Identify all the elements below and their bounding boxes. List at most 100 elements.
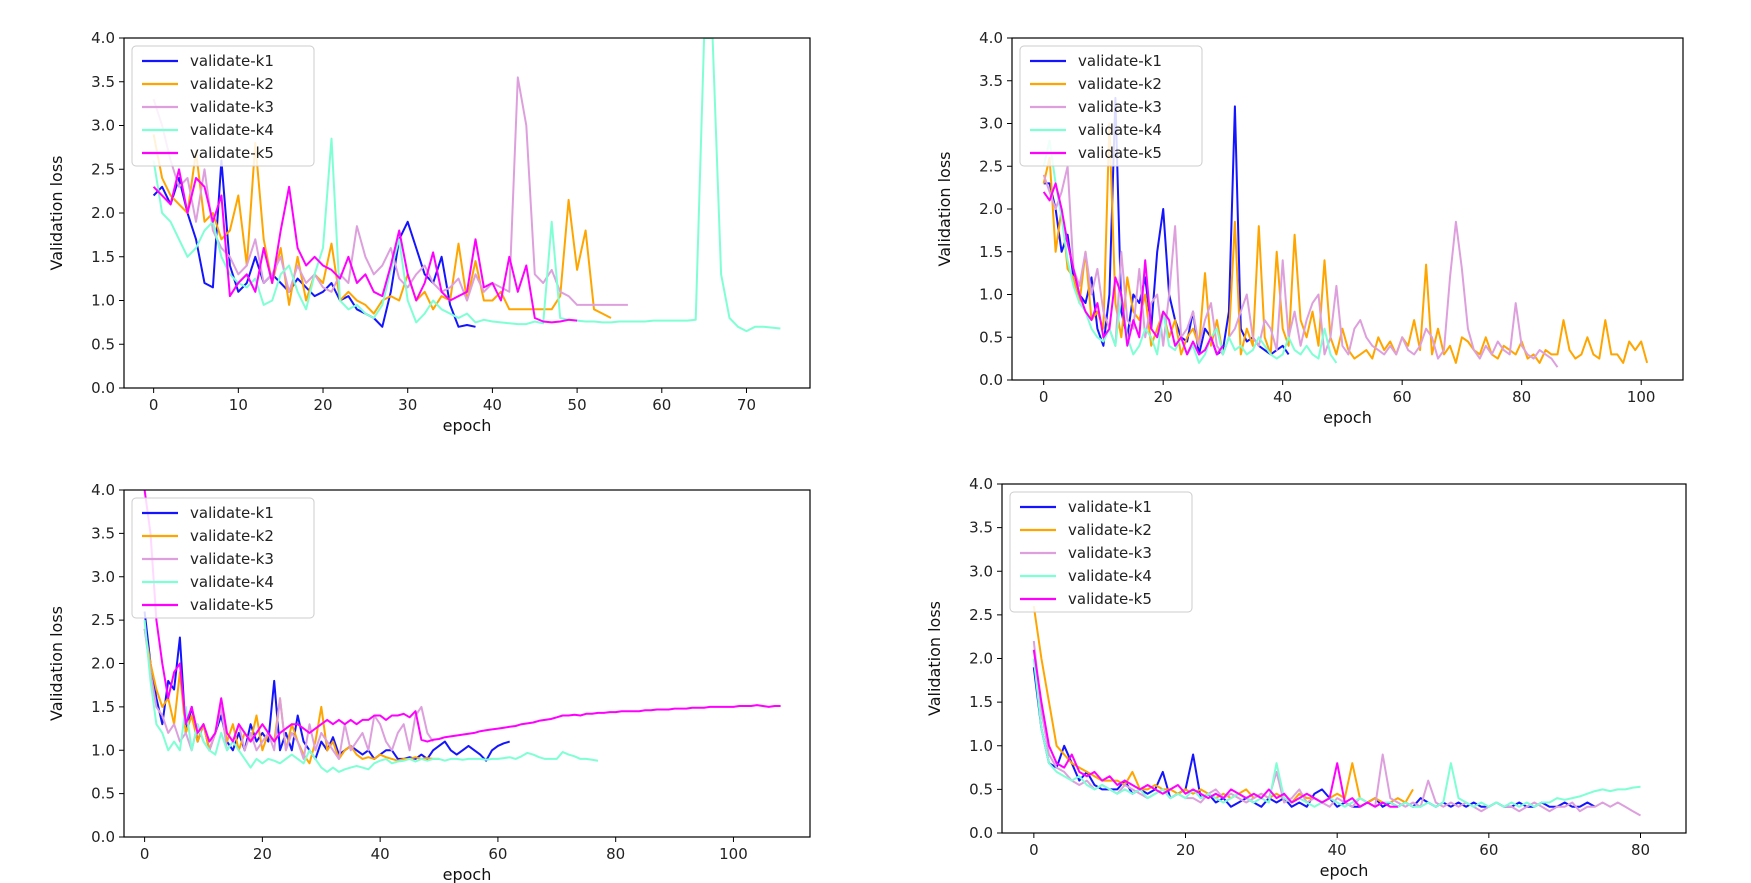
legend-label: validate-k4: [190, 121, 274, 139]
series-line-validate-k3: [1042, 165, 1559, 368]
legend-box: [1019, 45, 1203, 167]
series-line-validate-k4: [1032, 658, 1641, 808]
y-tick-label: 1.0: [969, 737, 993, 755]
x-axis-label: epoch: [1320, 861, 1369, 880]
series-line-validate-k1: [1032, 667, 1596, 808]
y-tick-label: 1.5: [91, 248, 115, 266]
legend-label: validate-k1: [1078, 52, 1162, 70]
x-tick-label: 0: [149, 396, 159, 414]
legend-label: validate-k4: [1078, 121, 1162, 139]
legend-label: validate-k2: [190, 527, 274, 545]
x-tick-label: 20: [1154, 388, 1173, 406]
x-tick-label: 20: [313, 396, 332, 414]
series-line-validate-k3: [1032, 640, 1641, 817]
y-tick-label: 0.0: [91, 379, 115, 397]
series-line-validate-k5: [143, 490, 781, 743]
y-tick-label: 3.5: [979, 72, 1003, 90]
x-tick-label: 50: [568, 396, 587, 414]
x-tick-label: 0: [140, 845, 150, 863]
series-line-validate-k5: [1032, 649, 1398, 808]
legend-label: validate-k1: [190, 504, 274, 522]
plot-area: [143, 490, 781, 773]
y-tick-label: 3.0: [91, 568, 115, 586]
chart-1: 0.0 0.5 1.0 1.5 2.0 2.5 3.0 3.5 4.0 0 10 20 30 40 50 60…: [47, 29, 811, 435]
y-tick-label: 0.5: [979, 328, 1003, 346]
legend-label: validate-k3: [1078, 98, 1162, 116]
legend-label: validate-k3: [190, 550, 274, 568]
x-tick-label: 80: [606, 845, 625, 863]
x-tick-label: 40: [1328, 841, 1347, 859]
x-tick-label: 80: [1631, 841, 1650, 859]
series-line-validate-k1: [152, 159, 476, 328]
plot-area: [1032, 605, 1641, 817]
x-tick-label: 20: [253, 845, 272, 863]
series-line-validate-k4: [143, 620, 599, 773]
y-tick-label: 3.5: [969, 519, 993, 537]
chart-2: 0.0 0.5 1.0 1.5 2.0 2.5 3.0 3.5 4.0 0 20 40 60 80 100 e…: [935, 29, 1684, 427]
y-tick-label: 4.0: [969, 475, 993, 493]
y-tick-label: 0.0: [969, 824, 993, 842]
x-tick-label: 60: [488, 845, 507, 863]
legend-label: validate-k3: [1068, 544, 1152, 562]
y-tick-label: 2.0: [979, 200, 1003, 218]
y-tick-label: 0.5: [91, 335, 115, 353]
y-tick-label: 2.5: [91, 160, 115, 178]
series-line-validate-k3: [143, 628, 434, 760]
legend-label: validate-k2: [190, 75, 274, 93]
series-line-validate-k2: [1042, 122, 1649, 364]
x-axis-label: epoch: [443, 416, 492, 435]
y-tick-label: 2.5: [91, 611, 115, 629]
y-tick-label: 1.5: [979, 243, 1003, 261]
series-line-validate-k4: [152, 38, 781, 333]
x-axis-label: epoch: [1323, 408, 1372, 427]
legend-label: validate-k4: [1068, 567, 1152, 585]
y-axis-label: Validation loss: [925, 601, 944, 716]
x-tick-label: 0: [1039, 388, 1049, 406]
x-tick-label: 60: [652, 396, 671, 414]
y-axis-label: Validation loss: [47, 606, 66, 721]
legend-box: [1009, 491, 1193, 613]
legend-label: validate-k1: [1068, 498, 1152, 516]
y-tick-label: 0.5: [91, 785, 115, 803]
legend-label: validate-k1: [190, 52, 274, 70]
x-tick-label: 60: [1479, 841, 1498, 859]
x-tick-label: 40: [371, 845, 390, 863]
legend-label: validate-k2: [1068, 521, 1152, 539]
legend-label: validate-k5: [190, 144, 274, 162]
y-tick-label: 0.0: [979, 371, 1003, 389]
series-line-validate-k5: [1042, 182, 1224, 356]
y-tick-label: 2.0: [969, 650, 993, 668]
legend-box: [131, 497, 315, 619]
x-tick-label: 30: [398, 396, 417, 414]
y-tick-label: 2.0: [91, 204, 115, 222]
y-axis-label: Validation loss: [935, 152, 954, 267]
series-line-validate-k2: [1032, 605, 1414, 804]
legend: validate-k1 validate-k2 validate-k3 validat…: [1019, 45, 1203, 167]
y-tick-label: 4.0: [979, 29, 1003, 47]
y-tick-label: 3.0: [979, 115, 1003, 133]
series-line-validate-k3: [152, 76, 628, 306]
legend-label: validate-k3: [190, 98, 274, 116]
series-line-validate-k1: [1043, 96, 1290, 356]
legend: validate-k1 validate-k2 validate-k3 validat…: [131, 45, 315, 167]
plot-area: [152, 38, 781, 333]
x-tick-label: 80: [1512, 388, 1531, 406]
y-tick-label: 1.0: [91, 292, 115, 310]
legend-label: validate-k5: [190, 596, 274, 614]
y-tick-label: 0.0: [91, 828, 115, 846]
legend: validate-k1 validate-k2 validate-k3 validat…: [131, 497, 315, 619]
chart-4: 0.0 0.5 1.0 1.5 2.0 2.5 3.0 3.5 4.0 0 20 40 60 80 epoc…: [925, 475, 1687, 880]
legend-label: validate-k2: [1078, 75, 1162, 93]
y-tick-label: 4.0: [91, 29, 115, 47]
series-line-validate-k5: [152, 168, 578, 324]
y-tick-label: 1.0: [979, 286, 1003, 304]
x-tick-label: 0: [1029, 841, 1039, 859]
x-tick-label: 40: [483, 396, 502, 414]
legend-label: validate-k5: [1078, 144, 1162, 162]
x-tick-label: 100: [1627, 388, 1656, 406]
legend-label: validate-k5: [1068, 590, 1152, 608]
y-axis-label: Validation loss: [47, 156, 66, 271]
legend: validate-k1 validate-k2 validate-k3 validat…: [1009, 491, 1193, 613]
y-tick-label: 1.5: [969, 693, 993, 711]
